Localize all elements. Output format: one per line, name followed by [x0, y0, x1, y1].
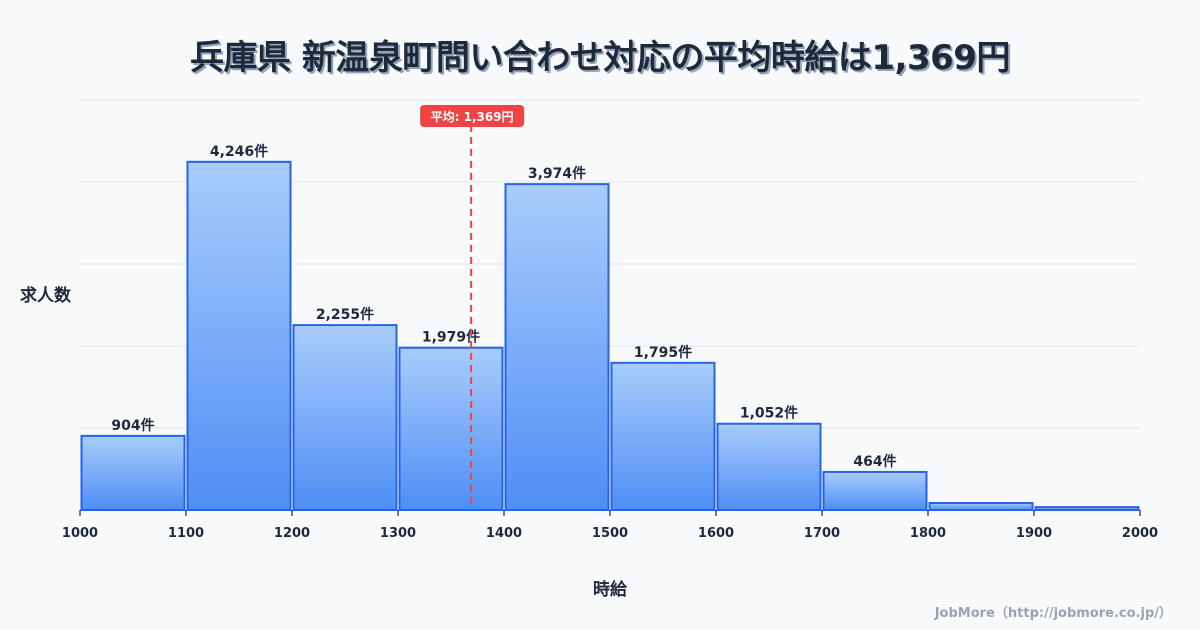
histogram-bar [928, 502, 1034, 511]
histogram-bar [1034, 506, 1140, 512]
mean-badge-label: 平均: 1,369円 [431, 109, 514, 124]
bar-value-label: 3,974件 [528, 165, 586, 182]
histogram-bar [80, 434, 186, 512]
bar-value-label: 1,979件 [422, 329, 480, 346]
x-tick-label: 1200 [274, 526, 310, 541]
histogram-bar [504, 183, 610, 512]
bar-labels-group: 904件 4,246件 2,255件 1,979件 3,974件 1,795件 1,052件… [111, 143, 896, 470]
x-axis-label: 時給 [593, 580, 627, 600]
bars-group [80, 160, 1140, 512]
bar-value-label: 4,246件 [210, 143, 268, 160]
x-tick-label: 1100 [168, 526, 204, 541]
x-tick-label: 1800 [910, 526, 946, 541]
histogram-bar [822, 470, 928, 511]
bar-value-label: 904件 [111, 417, 154, 434]
bar-value-label: 1,795件 [634, 344, 692, 361]
mean-badge [420, 105, 525, 127]
bar-value-label: 2,255件 [316, 306, 374, 323]
x-tick-label: 1600 [698, 526, 734, 541]
x-tick-label: 1300 [380, 526, 416, 541]
histogram-bar [186, 160, 292, 511]
x-tick-label: 1900 [1016, 526, 1052, 541]
bar-value-label: 1,052件 [740, 405, 798, 422]
y-axis-label: 求人数 [20, 286, 71, 306]
x-tick-label: 1000 [62, 526, 98, 541]
x-tick-label: 1700 [804, 526, 840, 541]
x-tick-label: 2000 [1122, 526, 1158, 541]
histogram-bar [716, 422, 822, 511]
x-axis: 1000 1100 1200 1300 1400 1500 1600 1700 1800 1900… [62, 510, 1158, 541]
source-credit: JobMore（http://jobmore.co.jp/） [934, 606, 1172, 621]
histogram-bar [292, 324, 398, 511]
x-tick-label: 1500 [592, 526, 628, 541]
chart-title: 兵庫県 新温泉町問い合わせ対応の平均時給は1,369円 [190, 38, 1010, 78]
histogram-bar [398, 346, 504, 511]
bar-value-label: 464件 [853, 453, 896, 470]
histogram-bar [610, 361, 716, 511]
x-tick-label: 1400 [486, 526, 522, 541]
mean-marker: 平均: 1,369円 [420, 105, 525, 510]
